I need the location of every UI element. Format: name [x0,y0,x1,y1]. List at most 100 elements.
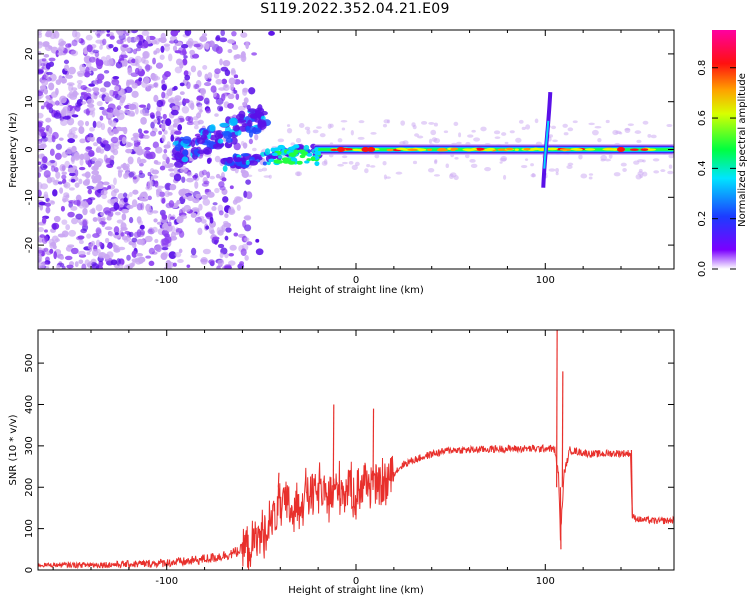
spectrogram-blob [227,210,235,214]
spectrogram-blob [200,35,205,42]
spectrogram-blob [187,195,194,201]
spectrogram-blob [102,181,110,186]
spectrogram-blob [255,248,264,256]
spectrogram-blob [588,176,593,180]
spectrogram-blob [78,166,86,171]
spectrogram-blob [499,161,503,164]
spectrogram-blob [99,148,105,154]
spectrogram-blob [453,121,459,127]
spectrogram-blob [181,105,190,114]
band-tail-blob [292,144,300,149]
spectrogram-blob [38,201,46,206]
spectrogram-blob [128,231,134,237]
spectrogram-blob [534,118,539,124]
spectrogram-blob [60,110,67,117]
spectrogram-blob [92,49,100,54]
spectrogram-blob [104,237,110,244]
spectrogram-blob [75,235,84,241]
spectrogram-blob [471,129,476,133]
spectrogram-blob [194,83,200,89]
spectrogram-blob [59,187,64,194]
spectrogram-blob [222,265,227,269]
spectrogram-blob [206,171,211,179]
spectrogram-blob [80,91,88,96]
spectrogram-blob [591,129,599,136]
spectrogram-blob [104,226,113,231]
spectrogram-blob [40,63,46,67]
spectrogram-blob [87,103,95,108]
spectrogram-blob [71,39,78,47]
spectrogram-blob [77,120,84,127]
spectrogram-blob [192,197,200,204]
spectrogram-blob [153,218,158,223]
spectrogram-blob [154,238,159,244]
spectrogram-blob [217,243,225,249]
spectrogram-blob [183,55,188,59]
spectrogram-blob [115,111,121,117]
snr-step [630,449,633,519]
spectrogram-blob [194,216,202,223]
spectrogram-blob [41,237,48,244]
spectrogram-blob [38,189,42,197]
spectrogram-blob [653,170,660,174]
spectrogram-blob [342,161,348,165]
spectrogram-blob [133,142,140,147]
spectrogram-blob [228,77,236,85]
spectrogram-blob [52,179,59,186]
spectrogram-blob [131,199,138,208]
spectrogram-blob [319,133,326,138]
spectrogram-blob [128,191,133,197]
spectrogram-blob [263,175,271,178]
spectrogram-blob [131,58,136,64]
spectrogram-blob [139,163,144,167]
spectrogram-blob [203,82,212,87]
spectrogram-blob [197,104,203,111]
spectrogram-blob [109,155,115,160]
spectrogram-blob [572,120,578,124]
spectrogram-blob [458,132,462,138]
spectrogram-blob [223,222,232,228]
spectrogram-blob [71,114,79,118]
spectrogram-blob [190,254,198,259]
spectrogram-blob [100,211,105,216]
spectrogram-blob [69,172,76,177]
spectrogram-blob [306,129,311,135]
spectrogram-blob [206,191,215,198]
spectrogram-blob [161,134,166,143]
y-tick-label: 400 [24,395,35,414]
spectrogram-blob [470,163,478,168]
y-tick-label: 100 [24,519,35,538]
spectrogram-blob [206,157,212,165]
band-hotspot [514,148,519,151]
spectrogram-blob [132,132,140,138]
spectrogram-blob [45,95,51,100]
arc-blob [235,157,242,163]
spectrogram-blob [203,97,210,105]
spectrogram-blob [48,57,56,62]
spectrogram-blob [385,176,391,179]
snr-spike [277,472,280,488]
band-hotspot [330,148,338,152]
spectrogram-blob [105,157,112,164]
band-hotspot [437,148,445,152]
spectrogram-blob [91,170,100,176]
spectrogram-blob [136,238,144,245]
spectrogram-blob [171,87,176,92]
spectrogram-blob [246,174,253,178]
spectrogram-blob [563,132,569,136]
spectrogram-blob [65,74,73,79]
spectrogram-blob [219,58,223,66]
spectrogram-blob [116,258,121,266]
spectrogram-blob [64,64,70,72]
spectrogram-blob [200,195,209,200]
spectrogram-blob [174,95,182,102]
spectrogram-blob [116,166,122,170]
spectrogram-blob [227,39,235,44]
spectrogram-blob [202,32,208,37]
snr-plot [38,330,674,570]
arc-blob [277,155,283,159]
spectrogram-blob [80,85,88,91]
band-peak [336,147,345,152]
spectrogram-blob [106,33,111,37]
spectrogram-blob [257,168,263,173]
